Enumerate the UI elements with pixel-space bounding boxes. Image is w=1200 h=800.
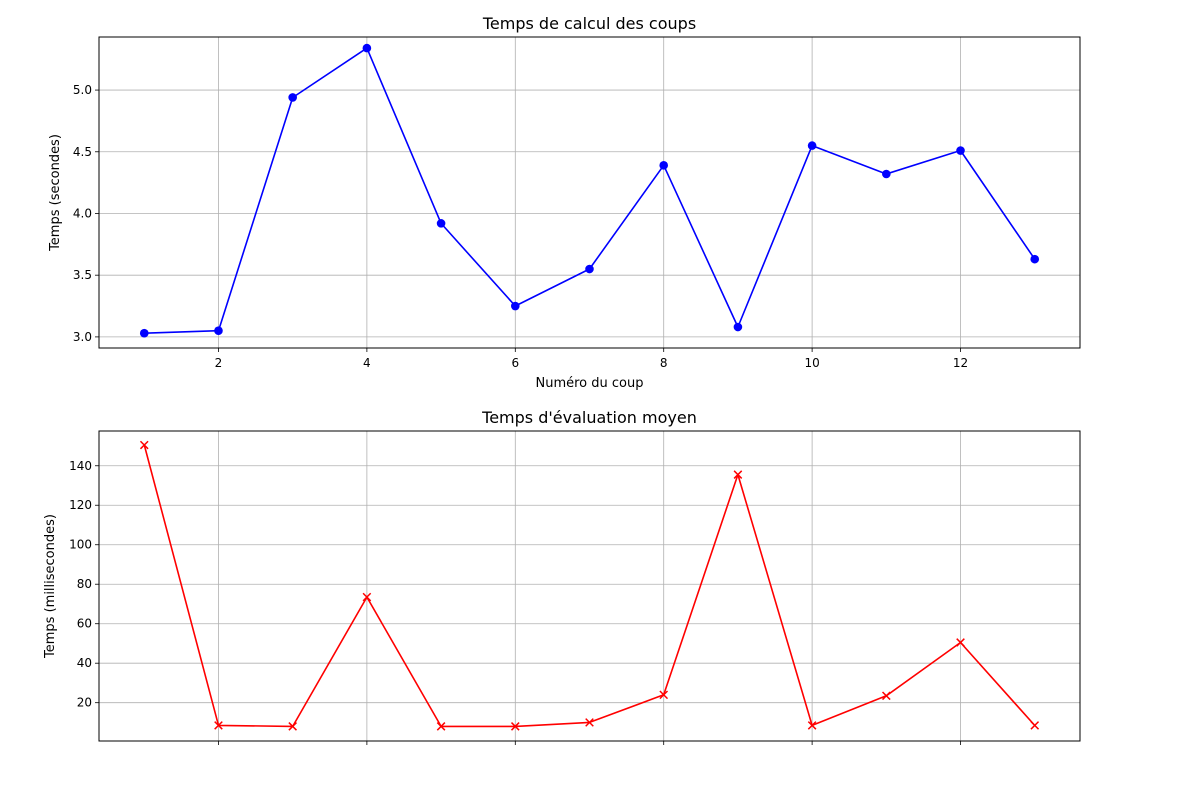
- chart-computation-time: 2 4 6 8 10 12 3.0 3.5 4.0 4.5 5.0 Temps de calcul …: [48, 14, 1081, 391]
- y-tick-label: 20: [77, 696, 92, 710]
- data-point: [956, 638, 965, 647]
- data-point: [733, 470, 743, 479]
- data-point: [139, 440, 149, 450]
- data-point: [362, 43, 372, 53]
- y-tick-label: 3.0: [73, 330, 92, 344]
- x-axis-label: Numéro du coup: [536, 376, 644, 391]
- y-tick-label: 5.0: [73, 83, 92, 97]
- data-point: [807, 721, 817, 730]
- y-tick-label: 40: [77, 656, 92, 670]
- data-point: [881, 691, 891, 701]
- data-point: [956, 146, 965, 155]
- data-point: [362, 592, 372, 602]
- y-axis-label: Temps (millisecondes): [43, 514, 58, 659]
- data-point: [659, 161, 669, 170]
- chart-title: Temps de calcul des coups: [482, 14, 696, 33]
- y-tick-label: 3.5: [73, 268, 92, 282]
- y-tick-label: 120: [69, 498, 92, 512]
- data-point: [1030, 721, 1040, 730]
- chart-title: Temps d'évaluation moyen: [481, 408, 697, 427]
- data-point: [585, 264, 594, 274]
- y-tick-label: 80: [77, 577, 92, 591]
- plot-frame: [98, 36, 1081, 349]
- data-point: [510, 301, 520, 311]
- y-tick-label: 60: [77, 617, 92, 631]
- tick-layer: 2 4 6 8 10 12 3.0 3.5 4.0 4.5 5.0: [73, 83, 968, 370]
- y-tick-label: 4.5: [73, 145, 92, 159]
- data-point: [807, 141, 817, 150]
- chart-evaluation-time: 20 40 60 80 100 120 140 Temps d'évaluation moy…: [43, 408, 1081, 745]
- data-point: [436, 219, 446, 228]
- y-tick-label: 100: [69, 538, 92, 552]
- y-axis-label: Temps (secondes): [48, 134, 63, 252]
- data-point: [882, 169, 891, 179]
- plot-frame: [98, 430, 1081, 742]
- data-point: [214, 721, 223, 730]
- y-tick-label: 4.0: [73, 206, 92, 220]
- tick-layer: 20 40 60 80 100 120 140: [69, 459, 961, 745]
- x-tick-label: 8: [660, 356, 668, 370]
- data-point: [659, 690, 669, 700]
- x-tick-label: 4: [363, 356, 371, 370]
- x-tick-label: 12: [953, 356, 968, 370]
- data-point: [288, 93, 297, 102]
- data-point: [733, 322, 743, 332]
- data-point: [288, 722, 298, 731]
- series-layer: [139, 43, 1040, 338]
- series-layer: [139, 440, 1040, 731]
- x-tick-label: 10: [804, 356, 819, 370]
- data-point: [1030, 254, 1040, 264]
- data-point: [139, 328, 149, 338]
- x-tick-label: 6: [511, 356, 519, 370]
- data-point: [585, 718, 594, 727]
- data-point: [436, 722, 446, 731]
- y-tick-label: 140: [69, 459, 92, 473]
- x-tick-label: 2: [215, 356, 223, 370]
- data-point: [214, 326, 223, 336]
- grid-lines: [99, 37, 1080, 348]
- grid-lines: [99, 431, 1080, 741]
- data-point: [510, 722, 520, 731]
